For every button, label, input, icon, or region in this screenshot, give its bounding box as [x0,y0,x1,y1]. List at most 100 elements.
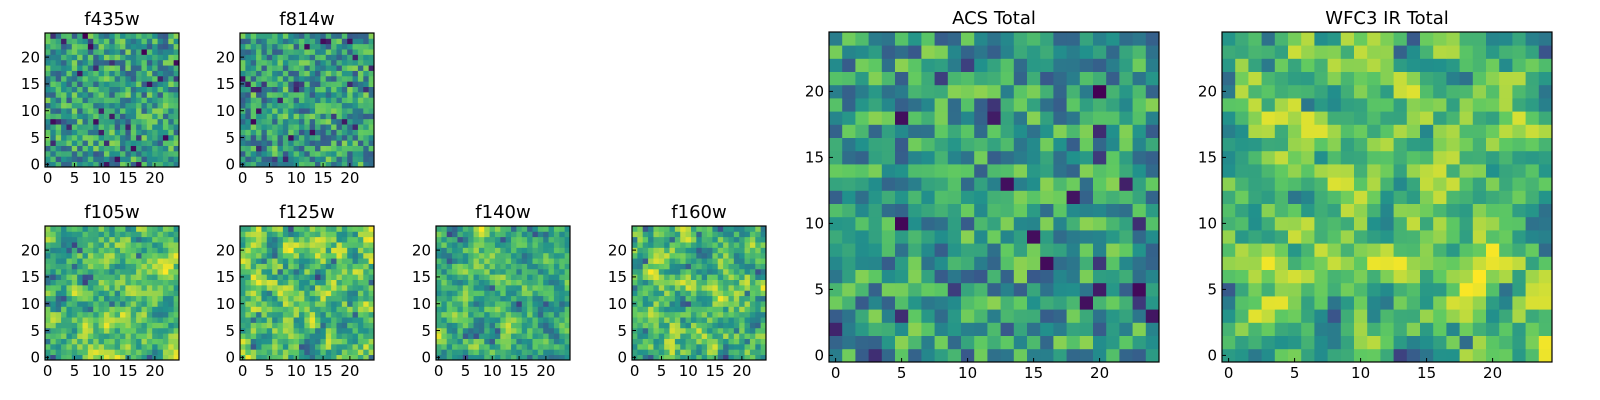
heatmap-cell [648,295,654,302]
heatmap-cell [162,108,169,114]
heatmap-cell [114,231,121,238]
heatmap-cell [895,98,909,112]
heatmap-cell [1145,216,1160,231]
heatmap-cell [125,49,132,55]
heatmap-cell [1013,322,1028,336]
heatmap-cell [895,269,909,284]
heatmap-cell [315,38,321,45]
heatmap-cell [55,242,62,248]
heatmap-cell [357,108,364,114]
heatmap-cell [749,306,756,313]
heatmap-cell [452,274,458,280]
heatmap-cell [136,38,142,45]
heatmap-cell [320,59,327,66]
heatmap-cell [293,290,300,297]
heatmap-cell [1132,150,1147,165]
heatmap-cell [368,317,375,323]
heatmap-cell [1119,111,1133,125]
heatmap-cell [315,268,321,275]
heatmap-cell [1132,256,1147,270]
heatmap-cell [325,279,332,286]
heatmap-cell [548,258,555,264]
heatmap-cell [298,145,305,152]
heatmap-cell [881,58,896,72]
heatmap-cell [537,317,544,323]
heatmap-cell [109,274,116,280]
heatmap-cell [61,91,67,98]
heatmap-cell [61,102,67,109]
heatmap-cell [82,91,89,98]
heatmap-cell [315,75,321,82]
heatmap-cell [77,247,83,254]
heatmap-cell [1380,256,1394,270]
heatmap-cell [1420,177,1434,191]
heatmap-cell [103,140,110,146]
heatmap-cell [553,242,560,248]
heatmap-cell [363,150,370,157]
heatmap-cell [1248,124,1262,138]
heatmap-cell [921,203,935,218]
heatmap-cell [723,263,729,270]
heatmap-cell [173,290,180,297]
heatmap-cell [162,349,169,356]
heatmap-cell [1525,230,1540,244]
heatmap-cell [55,306,62,313]
heatmap-cell [564,317,571,323]
heatmap-cell [98,43,105,50]
heatmap-cell [1248,243,1262,257]
heatmap-cell [77,65,83,71]
y-tick-label: 0 [421,349,431,367]
heatmap-cell [436,263,442,270]
heatmap-cell [331,301,337,307]
heatmap-cell [157,54,164,61]
heatmap-cell [50,49,57,55]
heatmap-cell [489,263,496,270]
heatmap-cell [173,91,180,98]
heatmap-cell [266,118,273,125]
heatmap-cell [1119,335,1133,350]
heatmap-cell [1106,296,1120,310]
heatmap-cell [50,134,57,141]
heatmap-cell [564,301,571,307]
heatmap-cell [1145,203,1160,218]
heatmap-cell [157,247,164,254]
heatmap-cell [457,322,464,329]
heatmap-cell [500,274,507,280]
heatmap-cell [868,335,883,350]
heatmap-cell [162,38,169,45]
heatmap-cell [446,279,453,286]
heatmap-cell [1380,322,1394,336]
heatmap-cell [325,145,332,152]
heatmap-cell [250,70,257,77]
heatmap-cell [87,49,94,55]
heatmap-cell [548,236,555,243]
heatmap-cell [511,258,517,264]
heatmap-cell [103,290,110,297]
heatmap-cell [961,32,975,46]
heatmap-cell [1446,243,1460,257]
heatmap-cell [653,252,660,259]
heatmap-cell [245,236,252,243]
heatmap-cell [298,75,305,82]
heatmap-cell [245,75,252,82]
heatmap-cell [895,296,909,310]
heatmap-cell [749,279,756,286]
heatmap-cell [320,290,327,297]
heatmap-cell [829,111,843,125]
heatmap-cell [272,311,278,318]
heatmap-cell [1393,282,1408,297]
heatmap-cell [696,274,703,280]
heatmap-cell [516,258,523,264]
heatmap-cell [457,349,464,356]
heatmap-cell [744,290,751,297]
heatmap-cell [1314,243,1328,257]
heatmap-cell [473,327,480,334]
heatmap-cell [141,33,148,39]
heatmap-cell [261,226,268,232]
heatmap-cell [282,145,289,152]
heatmap-cell [1420,216,1434,231]
heatmap-cell [347,242,353,248]
heatmap-cell [103,81,110,87]
heatmap-cell [141,268,148,275]
heatmap-cell [947,230,962,244]
